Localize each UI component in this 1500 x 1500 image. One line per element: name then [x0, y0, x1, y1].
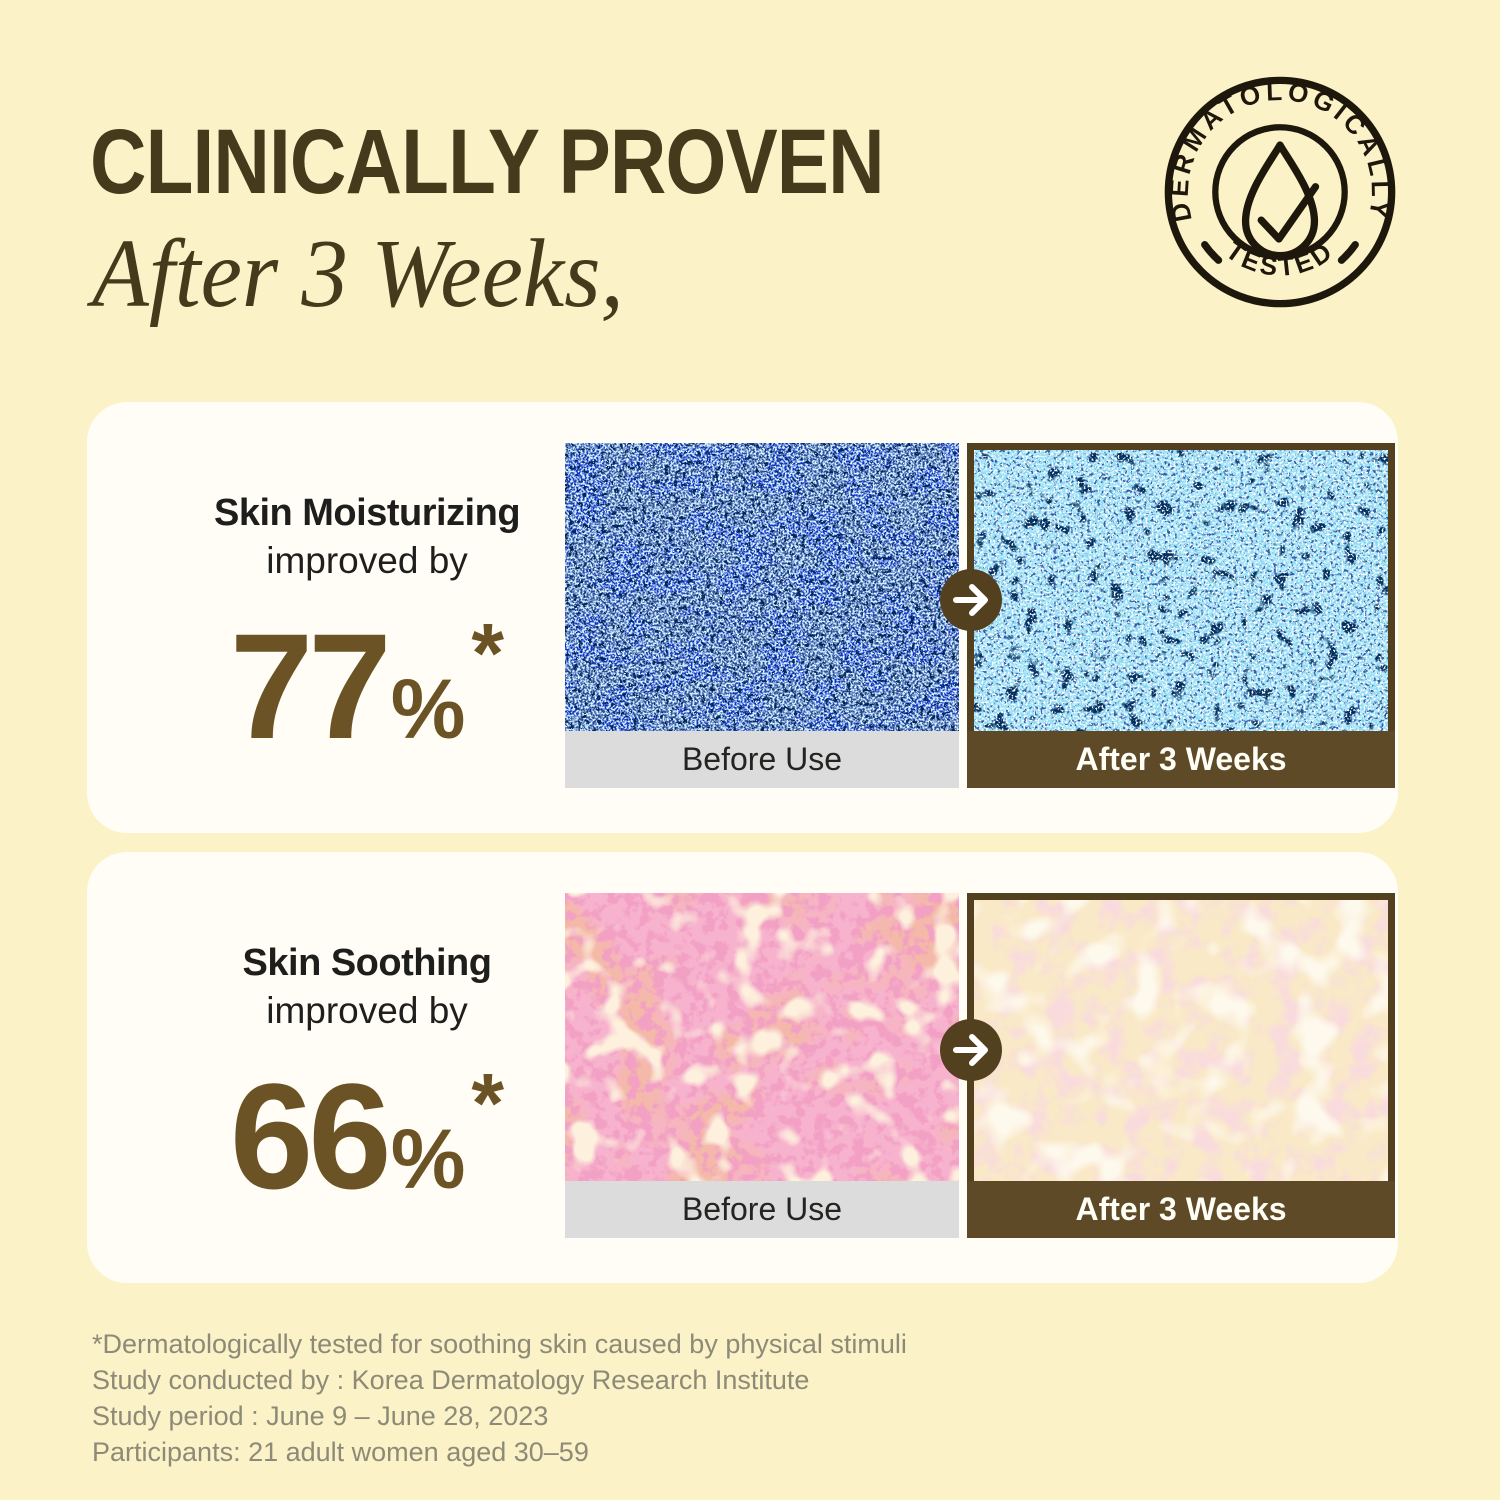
- page-subtitle: After 3 Weeks,: [92, 220, 624, 328]
- stat-text-block: Skin Soothing improved by 66%*: [117, 852, 617, 1283]
- stat-card-moisturizing: Skin Moisturizing improved by 77%*: [87, 402, 1398, 833]
- percent-sign: %: [390, 1111, 466, 1206]
- badge-right-dash: [1337, 241, 1359, 264]
- arrow-right-icon: [940, 569, 1002, 631]
- footnote-line: Study conducted by : Korea Dermatology R…: [92, 1365, 810, 1395]
- after-image-moisture: [967, 443, 1395, 731]
- footnote-line: Participants: 21 adult women aged 30–59: [92, 1437, 589, 1467]
- before-image-redness: [565, 893, 959, 1181]
- after-3-weeks-label: After 3 Weeks: [967, 1181, 1395, 1238]
- after-3-weeks-label: After 3 Weeks: [967, 731, 1395, 788]
- stat-card-soothing: Skin Soothing improved by 66%* Bef: [87, 852, 1398, 1283]
- percentage-value: 77%*: [230, 611, 504, 761]
- badge-left-dash: [1201, 241, 1223, 264]
- before-panel: Before Use: [565, 443, 959, 788]
- metric-label: Skin Soothing: [242, 941, 492, 984]
- after-panel: After 3 Weeks: [967, 443, 1395, 788]
- after-panel: After 3 Weeks: [967, 893, 1395, 1238]
- before-panel: Before Use: [565, 893, 959, 1238]
- stat-text-block: Skin Moisturizing improved by 77%*: [117, 402, 617, 833]
- badge-outer-ring: [1164, 76, 1396, 308]
- footnote-line: Study period : June 9 – June 28, 2023: [92, 1401, 549, 1431]
- asterisk-mark: *: [471, 605, 505, 700]
- metric-label: Skin Moisturizing: [213, 491, 521, 534]
- percentage-value: 66%*: [230, 1061, 504, 1211]
- before-image-moisture: [565, 443, 959, 731]
- after-image-redness: [967, 893, 1395, 1181]
- asterisk-mark: *: [471, 1055, 505, 1150]
- improved-by-label: improved by: [266, 539, 468, 581]
- footnote-line: *Dermatologically tested for soothing sk…: [92, 1329, 907, 1359]
- arrow-right-icon: [940, 1019, 1002, 1081]
- improved-by-label: improved by: [266, 989, 468, 1031]
- percent-sign: %: [390, 661, 466, 756]
- before-use-label: Before Use: [565, 1181, 959, 1238]
- footnotes: *Dermatologically tested for soothing sk…: [92, 1326, 907, 1470]
- page-title: CLINICALLY PROVEN: [90, 111, 885, 213]
- water-drop-check-icon: [1241, 141, 1320, 260]
- before-use-label: Before Use: [565, 731, 959, 788]
- dermatologically-tested-badge: DERMATOLOGICALLY TESTED: [1164, 76, 1396, 308]
- percent-number: 66: [229, 1051, 392, 1220]
- percent-number: 77: [229, 601, 392, 770]
